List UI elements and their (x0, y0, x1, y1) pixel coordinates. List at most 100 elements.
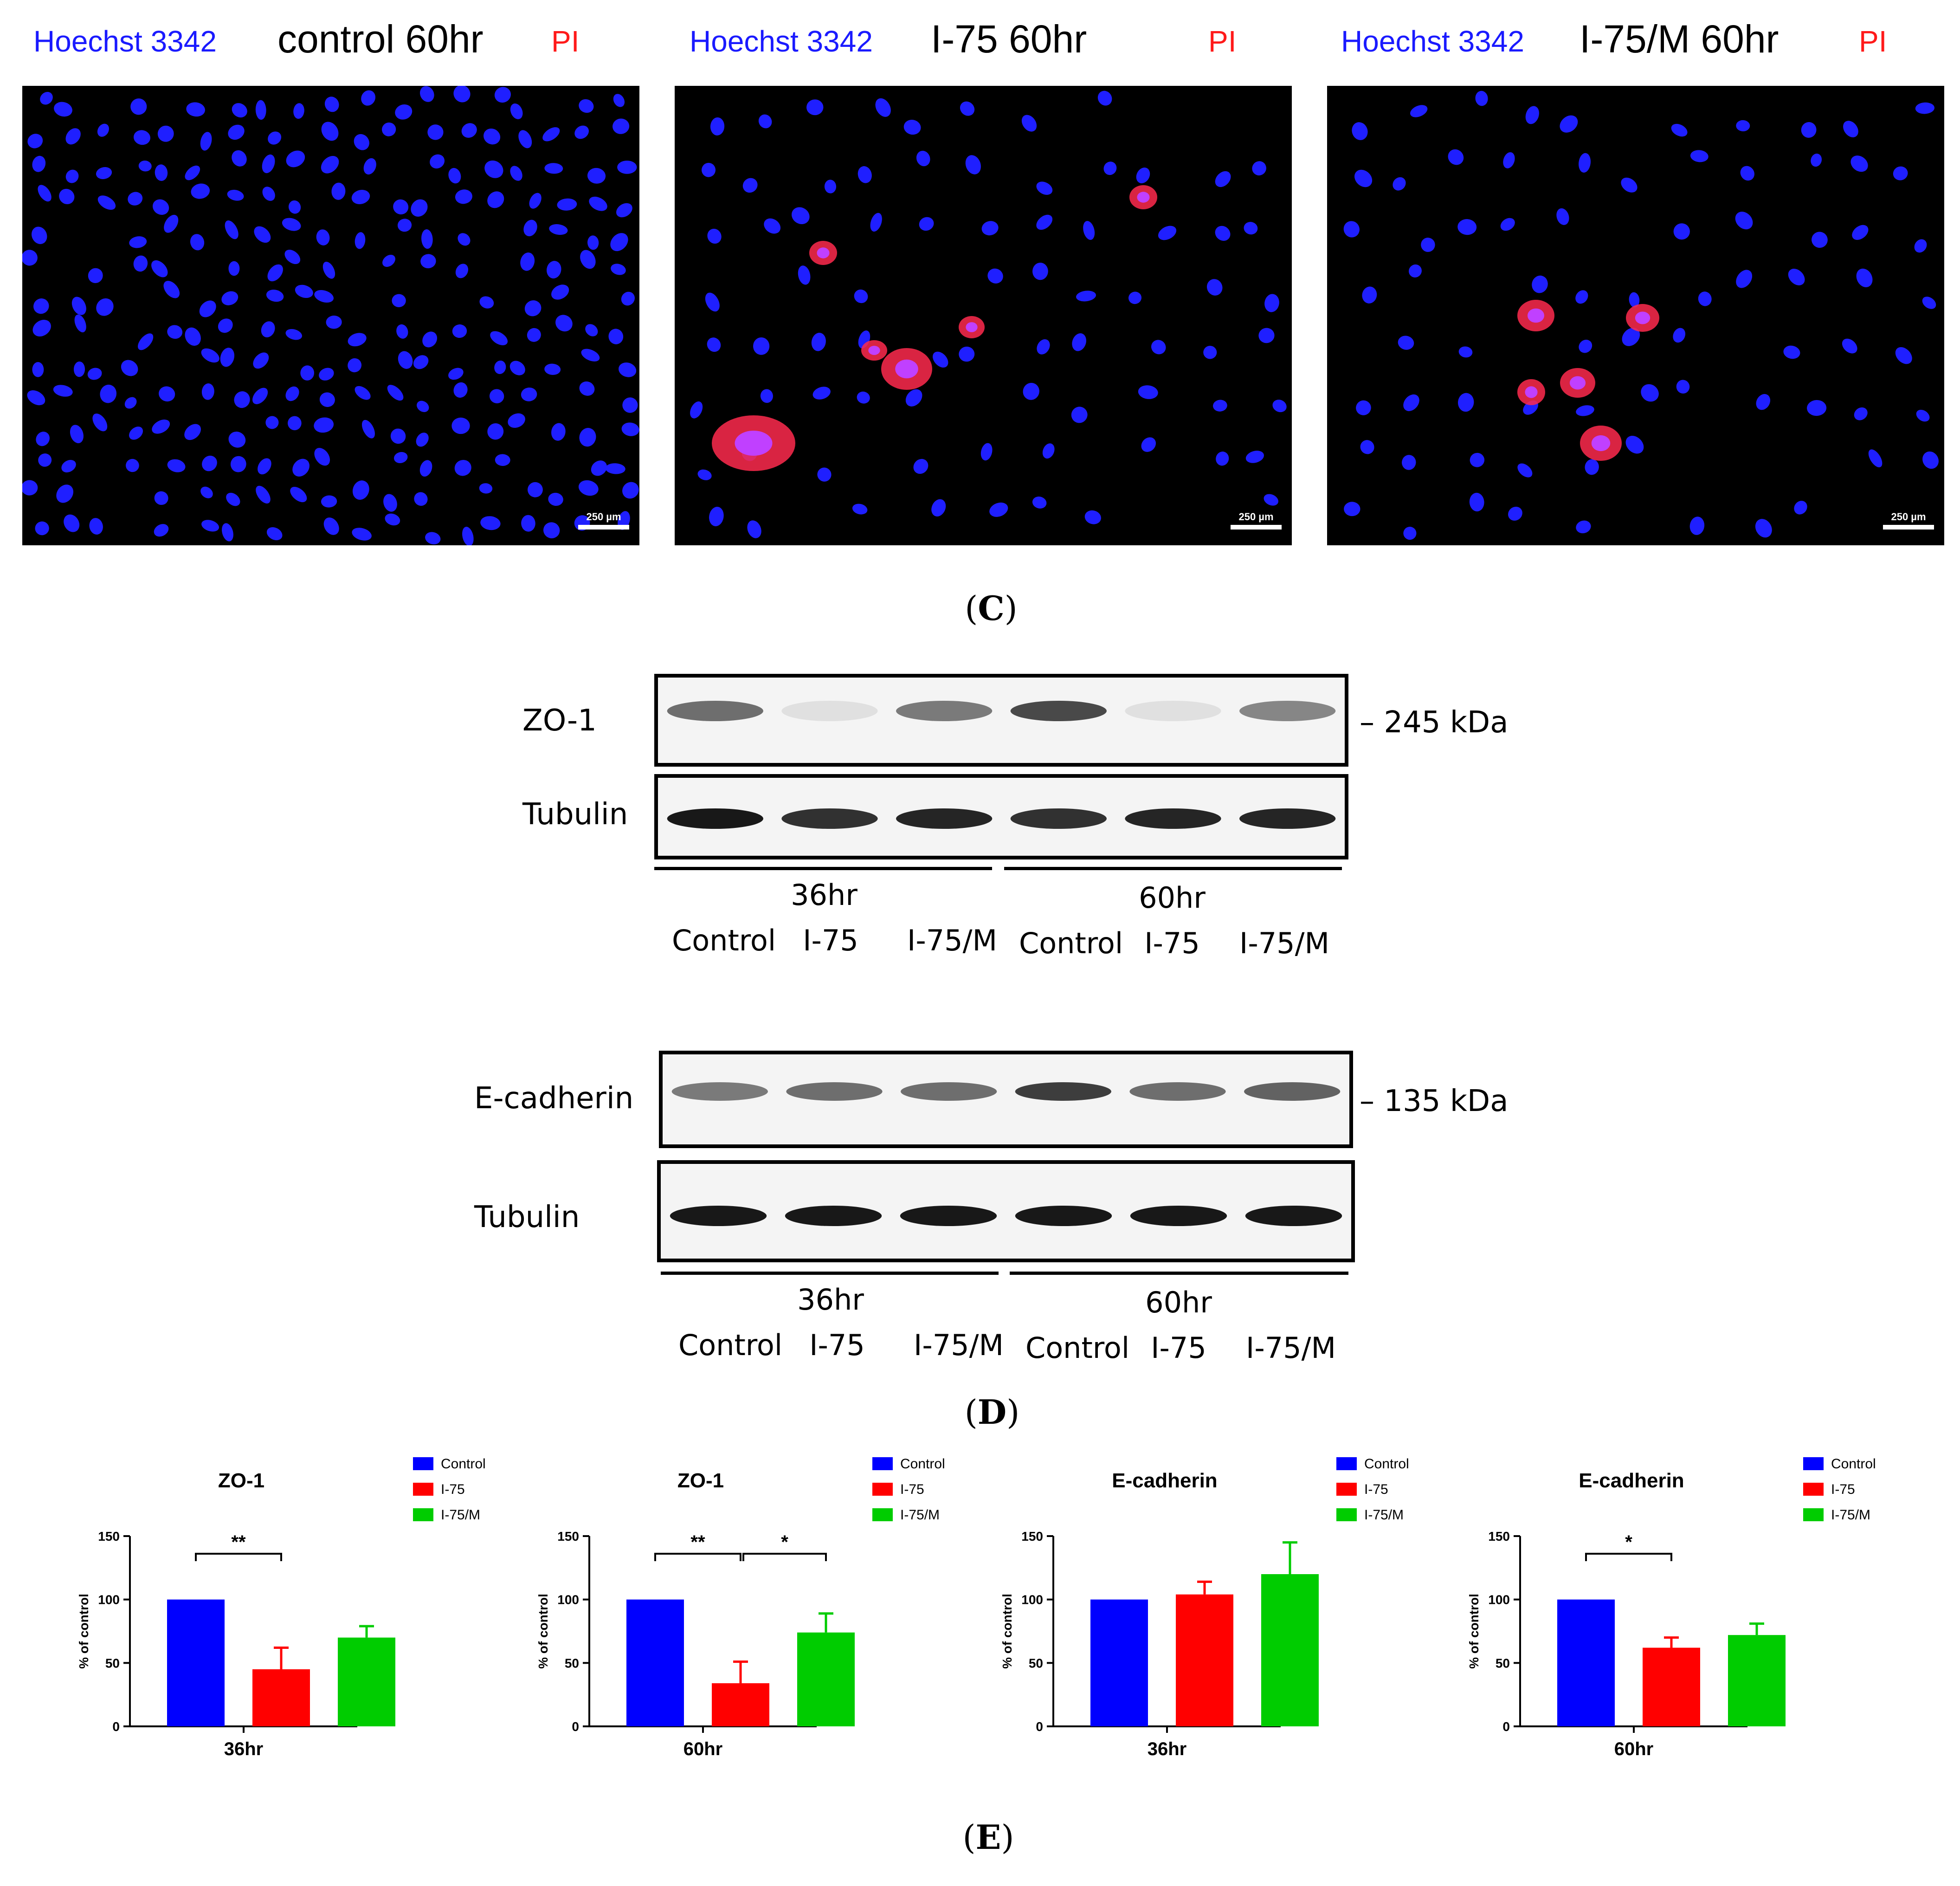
nucleus (494, 87, 511, 103)
nucleus (1690, 150, 1709, 162)
nucleus (97, 123, 109, 137)
nucleus (1556, 208, 1569, 225)
nucleus (1215, 226, 1231, 241)
time-label: 36hr (797, 1283, 864, 1317)
x-axis-label: 60hr (1614, 1739, 1654, 1759)
nucleus (578, 480, 599, 496)
blot-band (671, 1082, 768, 1101)
stain-label-pi: PI (1208, 25, 1237, 58)
legend-label: I-75/M (441, 1507, 480, 1523)
nucleus (27, 134, 43, 149)
western-blot-tubulin (657, 1160, 1355, 1262)
nucleus (1922, 297, 1936, 309)
nucleus (913, 459, 928, 474)
lane-label: I-75/M (907, 924, 997, 957)
nucleus (1856, 268, 1873, 287)
blot-band (781, 808, 878, 829)
nucleus (96, 167, 112, 180)
bar (797, 1632, 855, 1726)
nucleus (155, 164, 168, 181)
y-tick-label: 0 (572, 1719, 579, 1734)
nucleus (331, 182, 346, 200)
nucleus (527, 328, 541, 342)
nucleus (608, 329, 624, 344)
nucleus (981, 221, 999, 236)
nucleus (1036, 181, 1053, 195)
scale-bar (578, 525, 629, 530)
nucleus (824, 180, 837, 194)
legend-swatch (413, 1483, 433, 1496)
nucleus (96, 298, 114, 316)
nucleus (234, 391, 250, 408)
nucleus (487, 423, 504, 440)
legend-label: I-75 (441, 1482, 465, 1497)
western-blot-tubulin (654, 774, 1348, 859)
nucleus (490, 331, 508, 346)
y-tick-label: 150 (557, 1529, 579, 1544)
blot-band (896, 808, 993, 829)
nucleus (393, 199, 409, 215)
nucleus (290, 487, 307, 503)
blot-band (1015, 1082, 1111, 1101)
nucleus (495, 454, 510, 466)
nucleus (792, 207, 810, 225)
nucleus (1021, 115, 1037, 132)
blot-band (1245, 1206, 1342, 1226)
nucleus (1852, 225, 1869, 240)
nucleus (138, 333, 154, 350)
nucleus (133, 130, 150, 145)
nucleus (610, 233, 628, 252)
nucleus (1083, 221, 1095, 240)
nucleus (354, 134, 369, 150)
nucleus (322, 261, 335, 279)
nucleus (97, 195, 116, 210)
nucleus (201, 383, 214, 400)
stain-label-pi: PI (1859, 25, 1887, 58)
nucleus (87, 368, 102, 380)
nucleus (382, 122, 396, 136)
nucleus (261, 321, 275, 337)
nucleus (411, 199, 428, 217)
nucleus (1689, 517, 1705, 535)
nucleus (1807, 400, 1827, 416)
nucleus (544, 163, 563, 174)
nucleus (619, 362, 637, 377)
nucleus (858, 166, 872, 183)
y-tick-label: 150 (1021, 1529, 1043, 1544)
nucleus (987, 268, 1003, 284)
nucleus (300, 365, 315, 381)
nucleus (36, 432, 50, 446)
nucleus (323, 517, 339, 535)
y-tick-label: 50 (1496, 1656, 1510, 1670)
nucleus (138, 161, 152, 172)
nucleus (817, 467, 832, 482)
nucleus (875, 98, 891, 117)
nucleus (382, 254, 395, 267)
nucleus (185, 165, 200, 181)
chart-title: ZO-1 (218, 1469, 264, 1492)
bar (1090, 1599, 1148, 1726)
nucleus (397, 219, 412, 232)
nucleus (702, 162, 716, 177)
nucleus (1698, 291, 1712, 306)
nucleus (587, 235, 599, 250)
nucleus (121, 360, 138, 376)
nucleus (458, 233, 471, 246)
nucleus (292, 459, 309, 477)
nucleus (1258, 328, 1275, 343)
nucleus (758, 114, 772, 129)
nucleus (764, 218, 781, 234)
nucleus (427, 124, 444, 140)
panel-letter-e: (E) (962, 1817, 1014, 1857)
scale-bar-label: 250 µm (1891, 511, 1926, 523)
nucleus (1216, 452, 1229, 466)
nucleus (32, 362, 44, 377)
legend-swatch (413, 1508, 433, 1521)
lane-label: Control (1019, 926, 1123, 960)
nucleus (710, 117, 725, 136)
nucleus (1843, 121, 1858, 137)
nucleus (1448, 149, 1464, 165)
nucleus (548, 492, 563, 506)
nucleus (753, 337, 770, 355)
blot-protein-label: ZO-1 (522, 704, 597, 738)
